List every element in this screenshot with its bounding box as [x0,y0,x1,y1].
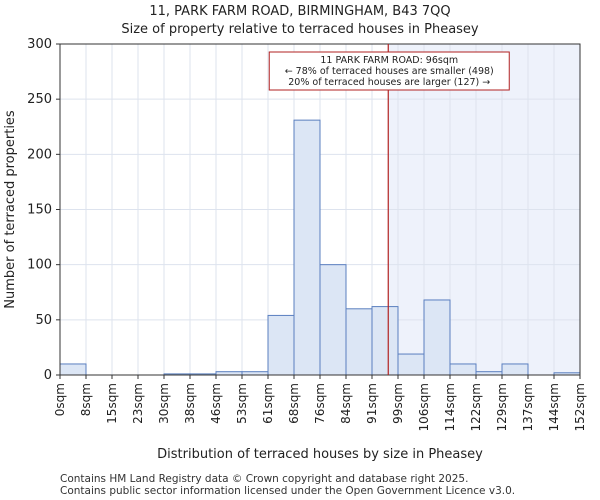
x-axis-label: Distribution of terraced houses by size … [157,447,483,462]
x-tick-label: 76sqm [313,383,327,424]
histogram-bar [319,264,347,376]
chart-title: 11, PARK FARM ROAD, BIRMINGHAM, B43 7QQ [149,4,451,19]
annotation-line-2: ← 78% of terraced houses are smaller (49… [285,66,494,77]
annotation-box [268,51,510,91]
x-tick-label: 122sqm [469,383,483,431]
histogram-bar [267,314,295,376]
x-tick-label: 68sqm [287,383,301,424]
x-tick-label: 99sqm [391,383,405,424]
x-tick-label: 23sqm [131,383,145,424]
annotation-line-1: 11 PARK FARM ROAD: 96sqm [320,55,458,66]
y-tick-label: 150 [27,203,52,218]
y-axis-label: Number of terraced properties [3,110,18,309]
histogram-bar [59,363,87,376]
x-tick-label: 15sqm [105,383,119,424]
x-tick-label: 38sqm [183,383,197,424]
footer-licence: Contains public sector information licen… [60,485,516,497]
histogram-bar [449,363,477,376]
x-tick-label: 91sqm [365,383,379,424]
y-tick-label: 200 [27,147,52,162]
x-tick-label: 144sqm [547,383,561,431]
histogram-bar [397,353,425,376]
x-tick-label: 129sqm [495,383,509,431]
y-tick-label: 250 [27,92,52,107]
histogram-bar [345,308,373,376]
y-tick-label: 300 [27,37,52,52]
x-tick-label: 30sqm [157,383,171,424]
footer-copyright: Contains HM Land Registry data © Crown c… [60,473,469,485]
x-tick-label: 8sqm [79,383,93,416]
y-tick-label: 100 [27,258,52,273]
x-tick-label: 84sqm [339,383,353,424]
x-tick-label: 0sqm [53,383,67,416]
chart-subtitle: Size of property relative to terraced ho… [121,22,479,37]
x-tick-label: 53sqm [235,383,249,424]
y-tick-label: 50 [35,313,52,328]
x-tick-label: 114sqm [443,383,457,431]
histogram-bar [423,299,451,376]
x-tick-label: 137sqm [521,383,535,431]
x-tick-label: 61sqm [261,383,275,424]
x-tick-label: 46sqm [209,383,223,424]
y-tick-label: 0 [44,368,52,383]
x-tick-label: 152sqm [573,383,587,431]
x-tick-label: 106sqm [417,383,431,431]
annotation-line-3: 20% of terraced houses are larger (127) … [288,77,490,88]
histogram-bar [501,363,529,376]
histogram-bar [293,119,321,376]
histogram-bar [371,306,399,376]
